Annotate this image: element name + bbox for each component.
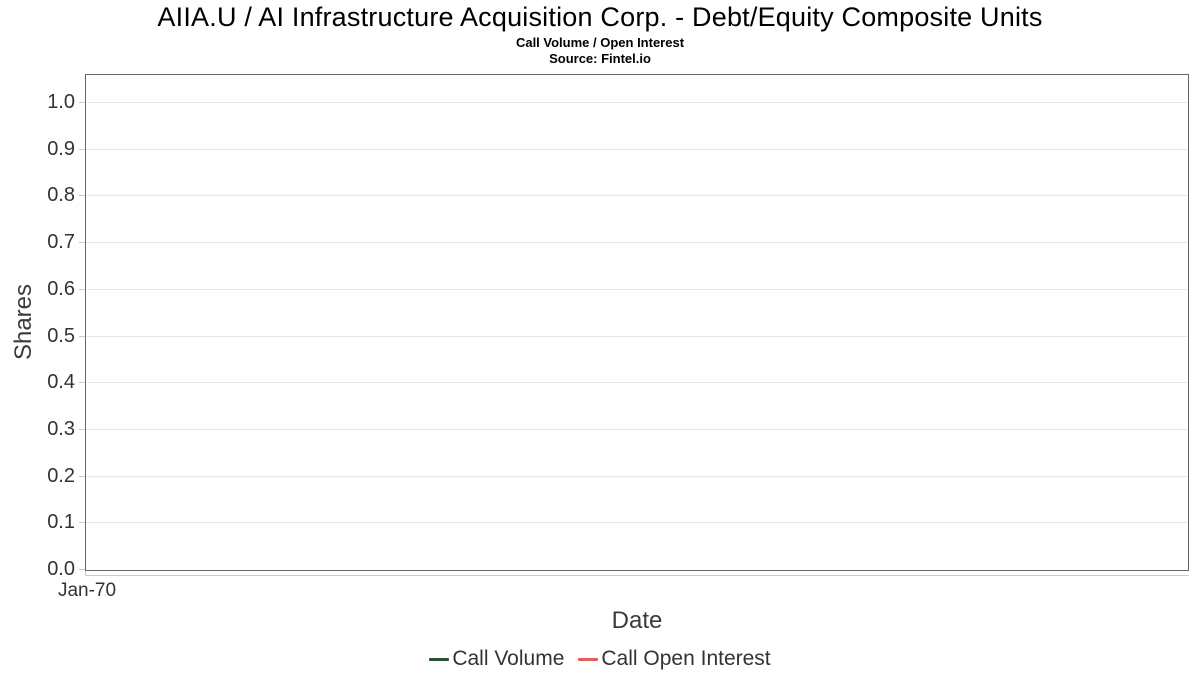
legend-marker-call-volume [429, 657, 450, 661]
gridline [87, 476, 1188, 477]
gridline [87, 289, 1188, 290]
y-axis-tick [79, 569, 85, 570]
y-axis-tick [79, 242, 85, 243]
y-axis-tick [79, 102, 85, 103]
legend-label: Call Volume [452, 647, 565, 670]
legend-label: Call Open Interest [601, 647, 771, 670]
gridline [87, 336, 1188, 337]
gridline [87, 149, 1188, 150]
y-axis-tick [79, 476, 85, 477]
gridline [87, 102, 1188, 103]
x-axis-tick-label: Jan-70 [57, 580, 117, 601]
y-axis-tick-label: 0.1 [47, 511, 75, 533]
gridline [87, 429, 1188, 430]
gridline [87, 522, 1188, 523]
gridline [87, 195, 1188, 196]
y-axis-tick-label: 0.0 [47, 558, 75, 580]
y-axis-tick [79, 382, 85, 383]
y-axis-tick [79, 522, 85, 523]
y-axis-tick-label: 0.5 [47, 325, 75, 347]
legend-item-call-volume[interactable]: Call Volume [429, 647, 564, 671]
legend-marker-call-open-interest [578, 657, 599, 661]
x-axis-line [85, 575, 1189, 576]
chart-title: AIIA.U / AI Infrastructure Acquisition C… [157, 2, 1043, 32]
y-axis-tick [79, 149, 85, 150]
x-axis-tick [85, 571, 86, 576]
y-axis-tick-label: 0.8 [47, 184, 75, 206]
x-axis-title: Date [611, 607, 663, 634]
y-axis-tick [79, 429, 85, 430]
gridline [87, 242, 1188, 243]
y-axis-tick-label: 0.6 [47, 278, 75, 300]
legend: Call Volume Call Open Interest [0, 645, 1200, 673]
y-axis-tick-label: 0.2 [47, 465, 75, 487]
y-axis-tick-label: 0.7 [47, 231, 75, 253]
y-axis-tick-label: 0.9 [47, 138, 75, 160]
y-axis-tick [79, 289, 85, 290]
y-axis-tick [79, 195, 85, 196]
y-axis-tick-label: 0.3 [47, 418, 75, 440]
legend-item-call-open-interest[interactable]: Call Open Interest [578, 647, 771, 671]
y-axis-tick-label: 0.4 [47, 371, 75, 393]
y-axis-tick-label: 1.0 [47, 91, 75, 113]
plot-area [85, 74, 1189, 571]
y-axis-tick [79, 336, 85, 337]
chart-subtitle: Call Volume / Open Interest [515, 35, 685, 50]
source-credit: Source: Fintel.io [549, 51, 651, 66]
gridline [87, 382, 1188, 383]
